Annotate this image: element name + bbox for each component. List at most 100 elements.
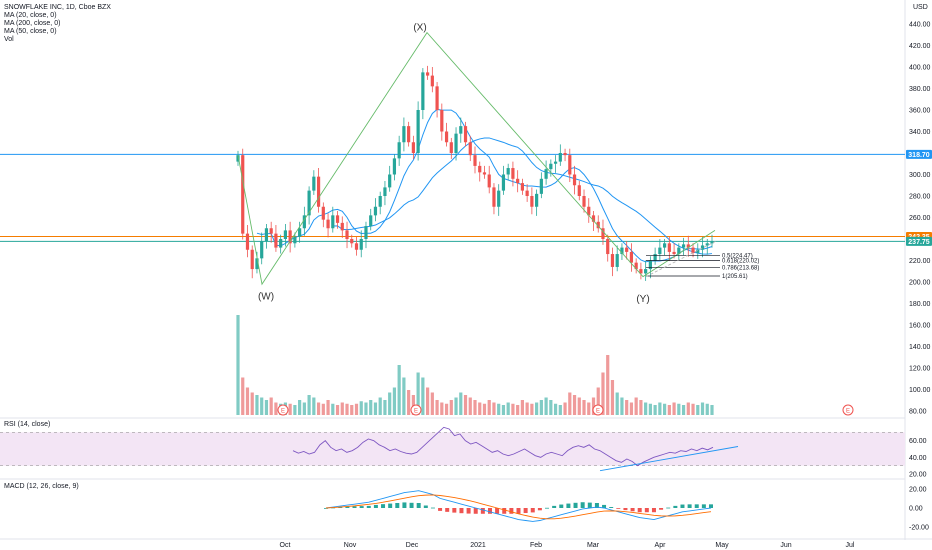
candle-body bbox=[255, 258, 259, 270]
macd-histogram-bar bbox=[416, 503, 421, 508]
time-tick-label: Apr bbox=[655, 542, 667, 549]
price-tick-label: 120.00 bbox=[909, 366, 931, 373]
candle-body bbox=[421, 72, 425, 110]
volume-bar bbox=[558, 405, 562, 415]
time-tick-label: 2021 bbox=[470, 542, 486, 549]
candle-body bbox=[525, 190, 529, 196]
volume-bar bbox=[321, 403, 325, 415]
earnings-marker-label: E bbox=[414, 409, 418, 415]
volume-bar bbox=[369, 400, 373, 415]
candle-body bbox=[681, 244, 686, 248]
rsi-tick-label: 60.00 bbox=[909, 438, 927, 445]
volume-bar bbox=[511, 403, 515, 415]
volume-bar bbox=[388, 392, 392, 415]
macd-histogram-bar bbox=[352, 506, 357, 508]
volume-bar bbox=[440, 402, 444, 415]
candle-body bbox=[350, 239, 354, 244]
volume-bar bbox=[298, 400, 302, 415]
volume-bar bbox=[260, 397, 264, 415]
candle-body bbox=[435, 86, 439, 110]
macd-tick-label: 20.00 bbox=[909, 486, 927, 493]
rsi-line bbox=[292, 426, 714, 467]
volume-bar bbox=[658, 402, 662, 415]
trendline-dashed bbox=[645, 240, 717, 277]
time-tick-label: May bbox=[715, 542, 729, 549]
volume-bar bbox=[421, 377, 425, 415]
price-tick-label: 280.00 bbox=[909, 194, 931, 201]
volume-bar bbox=[316, 402, 321, 415]
candle-body bbox=[312, 176, 316, 191]
macd-histogram-bar bbox=[430, 507, 435, 509]
macd-title[interactable]: MACD (12, 26, close, 9) bbox=[4, 483, 79, 490]
indicator-ma200[interactable]: MA (200, close, 0) bbox=[4, 20, 61, 27]
macd-histogram-bar bbox=[587, 502, 592, 508]
candle-body bbox=[449, 142, 453, 153]
volume-bar bbox=[430, 392, 434, 415]
macd-histogram-bar bbox=[594, 503, 599, 508]
macd-histogram-bar bbox=[687, 504, 692, 508]
volume-bar bbox=[582, 400, 586, 415]
macd-histogram-bar bbox=[509, 508, 514, 514]
candle-body bbox=[677, 247, 681, 255]
macd-tick-label: 0.00 bbox=[909, 506, 923, 513]
macd-histogram-bar bbox=[523, 508, 528, 513]
macd-histogram-bar bbox=[651, 508, 656, 513]
indicator-volume[interactable]: Vol bbox=[4, 36, 14, 43]
candle-body bbox=[279, 239, 283, 248]
candle-body bbox=[321, 206, 325, 220]
candle-body bbox=[245, 233, 250, 250]
candle-body bbox=[416, 110, 420, 153]
candle-body bbox=[430, 75, 434, 87]
fib-level-label: 0.786(213.68) bbox=[722, 265, 759, 271]
volume-bar bbox=[539, 400, 543, 415]
volume-bar bbox=[373, 402, 378, 415]
indicator-ma20[interactable]: MA (20, close, 0) bbox=[4, 12, 57, 19]
earnings-marker-label: E bbox=[846, 409, 850, 415]
candle-body bbox=[667, 243, 671, 252]
volume-bar bbox=[596, 387, 600, 415]
rsi-band bbox=[0, 432, 905, 466]
time-tick-label: Mar bbox=[587, 542, 600, 549]
candle-body bbox=[264, 228, 269, 242]
macd-histogram-bar bbox=[359, 506, 364, 508]
volume-bar bbox=[236, 315, 240, 415]
macd-histogram-bar bbox=[395, 503, 400, 508]
macd-histogram-bar bbox=[324, 508, 328, 509]
candle-body bbox=[364, 226, 368, 239]
candle-body bbox=[658, 247, 662, 255]
volume-bar bbox=[383, 400, 387, 415]
candle-body bbox=[520, 183, 524, 191]
price-tick-label: 360.00 bbox=[909, 108, 931, 115]
candle-body bbox=[373, 206, 378, 216]
macd-histogram-bar bbox=[666, 507, 671, 509]
candle-body bbox=[563, 153, 567, 156]
candle-body bbox=[572, 174, 577, 186]
volume-bar bbox=[426, 387, 430, 415]
macd-histogram-bar bbox=[388, 503, 393, 508]
indicator-ma50[interactable]: MA (50, close, 0) bbox=[4, 28, 57, 35]
time-tick-label: Jul bbox=[846, 542, 855, 549]
volume-bar bbox=[525, 402, 529, 415]
macd-histogram-bar bbox=[402, 502, 407, 508]
earnings-marker-icon bbox=[410, 404, 422, 416]
candle-body bbox=[411, 142, 415, 153]
price-tick-label: 80.00 bbox=[909, 409, 927, 416]
volume-bar bbox=[378, 397, 382, 415]
candle-body bbox=[615, 254, 619, 267]
rsi-title[interactable]: RSI (14, close) bbox=[4, 421, 51, 428]
candle-body bbox=[426, 72, 430, 76]
macd-histogram-bar bbox=[345, 506, 350, 508]
volume-bar bbox=[681, 405, 686, 415]
macd-histogram-bar bbox=[338, 507, 343, 508]
volume-bar bbox=[591, 397, 596, 415]
macd-histogram-bar bbox=[423, 505, 428, 508]
macd-line bbox=[325, 490, 712, 522]
volume-bar bbox=[544, 397, 548, 415]
macd-histogram-bar bbox=[659, 508, 664, 510]
macd-histogram-bar bbox=[516, 508, 521, 514]
volume-bar bbox=[610, 380, 615, 415]
candle-body bbox=[468, 142, 472, 156]
macd-histogram-bar bbox=[573, 502, 578, 508]
candle-body bbox=[288, 230, 292, 244]
